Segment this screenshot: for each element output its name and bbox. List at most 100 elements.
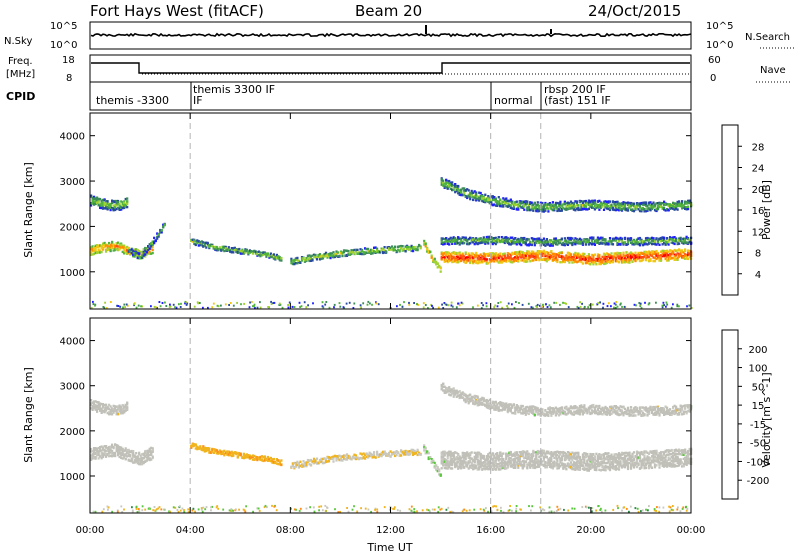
data-cell: [106, 407, 109, 410]
data-cell: [505, 237, 508, 241]
data-cell: [616, 251, 619, 255]
data-cell: [332, 455, 335, 458]
data-cell: [314, 461, 317, 464]
data-cell: [90, 306, 93, 309]
data-cell: [211, 306, 214, 309]
data-cell: [611, 206, 615, 210]
data-cell: [469, 257, 472, 260]
data-cell: [317, 254, 320, 257]
data-cell: [475, 241, 478, 244]
data-cell: [145, 248, 148, 251]
data-cell: [464, 239, 467, 242]
data-cell: [93, 453, 96, 456]
data-cell: [106, 405, 109, 409]
data-cell: [148, 458, 151, 462]
data-cell: [423, 446, 426, 449]
data-cell: [613, 306, 615, 309]
data-cell: [312, 253, 316, 256]
data-cell: [586, 208, 589, 211]
data-cell: [353, 252, 356, 255]
data-cell: [374, 246, 377, 249]
data-cell: [479, 461, 482, 464]
data-cell: [523, 252, 526, 255]
data-cell: [560, 203, 563, 207]
data-cell: [133, 303, 135, 306]
data-cell: [114, 208, 117, 212]
data-cell: [226, 453, 229, 456]
data-cell: [568, 253, 571, 257]
data-cell: [610, 259, 613, 263]
data-cell: [141, 250, 144, 254]
data-cell: [458, 259, 461, 263]
data-cell: [566, 240, 569, 244]
data-cell: [102, 410, 105, 413]
data-cell: [638, 259, 642, 262]
data-cell: [614, 307, 617, 309]
data-cell: [440, 238, 443, 241]
data-cell: [614, 208, 618, 212]
data-cell: [151, 447, 154, 450]
data-cell: [272, 253, 275, 256]
data-cell: [309, 458, 313, 462]
data-cell: [223, 245, 226, 248]
data-cell: [502, 239, 505, 242]
data-cell: [348, 301, 351, 304]
data-cell: [566, 259, 569, 262]
data-cell: [656, 204, 660, 208]
data-cell: [681, 241, 684, 244]
data-cell: [444, 303, 447, 306]
data-cell: [602, 253, 606, 256]
data-cell: [653, 259, 657, 263]
data-cell: [99, 197, 102, 201]
data-cell: [455, 465, 458, 468]
data-cell: [640, 201, 643, 205]
data-cell: [126, 202, 129, 206]
data-cell: [511, 201, 514, 204]
data-cell: [278, 460, 281, 463]
data-cell: [626, 203, 630, 207]
data-cell: [641, 240, 645, 243]
data-cell: [503, 252, 506, 255]
data-cell: [147, 245, 150, 248]
data-cell: [622, 254, 625, 258]
data-cell: [546, 306, 549, 308]
data-cell: [530, 237, 533, 240]
data-cell: [467, 452, 470, 456]
data-cell: [481, 464, 484, 467]
data-cell: [556, 243, 559, 246]
data-cell: [305, 258, 308, 261]
data-cell: [605, 203, 609, 206]
data-cell: [511, 261, 514, 264]
data-cell: [619, 204, 622, 207]
data-cell: [562, 255, 565, 258]
data-cell: [521, 259, 524, 262]
data-cell: [626, 201, 630, 204]
data-cell: [133, 251, 136, 255]
data-cell: [482, 260, 485, 263]
data-cell: [547, 258, 550, 262]
data-cell: [598, 205, 601, 208]
data-cell: [407, 248, 410, 251]
data-cell: [592, 200, 595, 203]
data-cell: [308, 463, 311, 466]
data-cell: [142, 457, 145, 460]
data-cell: [132, 461, 135, 464]
data-cell: [482, 457, 485, 460]
data-cell: [591, 303, 594, 306]
data-cell: [344, 254, 347, 257]
data-cell: [472, 260, 475, 263]
data-cell: [521, 205, 524, 208]
data-cell: [184, 300, 187, 303]
data-cell: [527, 203, 530, 207]
data-cell: [638, 206, 642, 209]
data-cell: [339, 459, 343, 462]
data-cell: [601, 205, 604, 208]
data-cell: [538, 250, 541, 253]
data-cell: [592, 261, 595, 264]
data-cell: [473, 259, 476, 263]
data-cell: [488, 198, 491, 201]
data-cell: [476, 258, 479, 261]
data-cell: [367, 453, 370, 457]
data-cell: [124, 250, 127, 254]
data-cell: [533, 201, 536, 205]
